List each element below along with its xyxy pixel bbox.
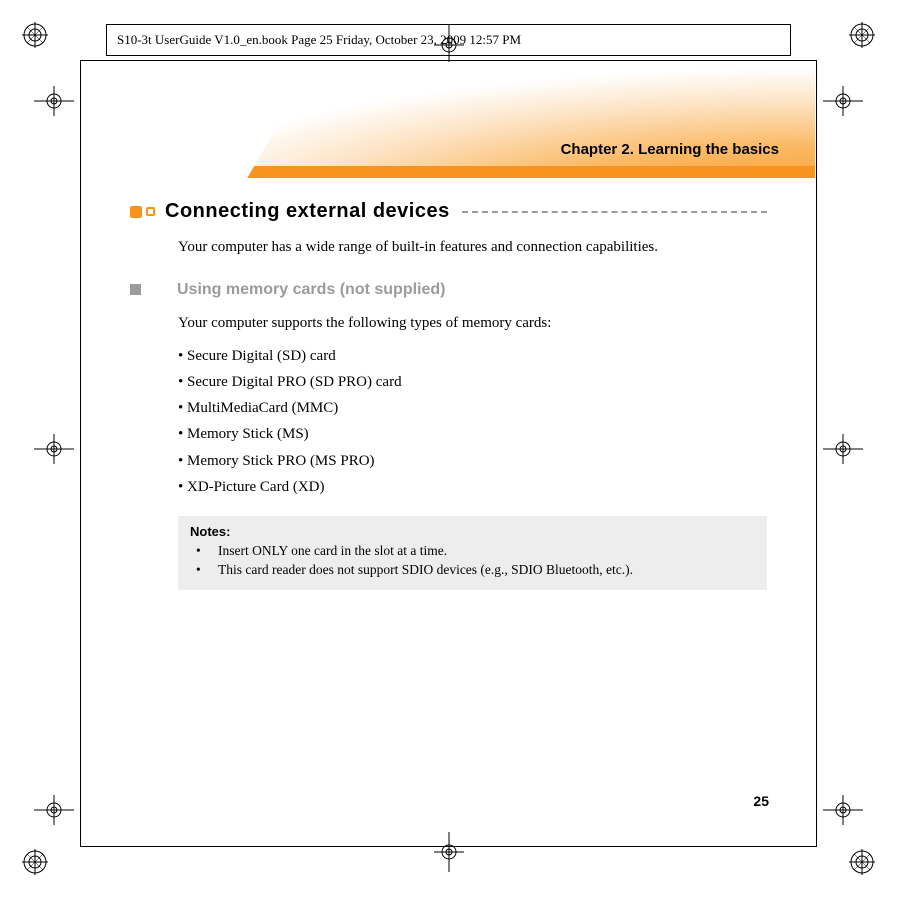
crop-mark-icon [434, 832, 464, 872]
section-intro: Your computer has a wide range of built-… [178, 237, 767, 259]
bookline-text: S10-3t UserGuide V1.0_en.book Page 25 Fr… [117, 32, 521, 48]
frame-line [80, 846, 817, 847]
page-number: 25 [753, 793, 769, 809]
page: S10-3t UserGuide V1.0_en.book Page 25 Fr… [0, 0, 897, 897]
notes-list: Insert ONLY one card in the slot at a ti… [190, 542, 755, 580]
list-item: Secure Digital (SD) card [178, 343, 767, 369]
list-item: Memory Stick PRO (MS PRO) [178, 448, 767, 474]
registration-mark-icon [849, 22, 875, 48]
frame-line [80, 60, 817, 61]
crop-mark-icon [34, 86, 74, 116]
content-area: Connecting external devices Your compute… [130, 200, 767, 590]
notes-label: Notes: [190, 524, 755, 539]
list-item: Memory Stick (MS) [178, 421, 767, 447]
memory-card-list: Secure Digital (SD) card Secure Digital … [178, 343, 767, 501]
subsection-bullet-icon [130, 284, 141, 295]
list-item: MultiMediaCard (MMC) [178, 395, 767, 421]
crop-mark-icon [34, 434, 74, 464]
frame-line [80, 60, 81, 847]
list-item: Insert ONLY one card in the slot at a ti… [190, 542, 755, 561]
subsection-heading: Using memory cards (not supplied) [177, 281, 445, 299]
crop-mark-icon [34, 795, 74, 825]
section-bullet-icon [130, 206, 142, 218]
crop-mark-icon [823, 795, 863, 825]
heading-rule [462, 211, 767, 213]
section-bullet-outline-icon [146, 207, 155, 216]
registration-mark-icon [22, 849, 48, 875]
chapter-banner: Chapter 2. Learning the basics [82, 62, 815, 178]
frame-line [816, 60, 817, 847]
list-item: This card reader does not support SDIO d… [190, 561, 755, 580]
list-item: Secure Digital PRO (SD PRO) card [178, 369, 767, 395]
registration-mark-icon [22, 22, 48, 48]
chapter-title: Chapter 2. Learning the basics [561, 141, 779, 158]
registration-mark-icon [849, 849, 875, 875]
list-item: XD-Picture Card (XD) [178, 474, 767, 500]
notes-box: Notes: Insert ONLY one card in the slot … [178, 516, 767, 590]
subsection-intro: Your computer supports the following typ… [178, 313, 767, 335]
crop-mark-icon [823, 434, 863, 464]
section-heading-row: Connecting external devices [130, 200, 767, 223]
section-heading: Connecting external devices [165, 200, 450, 223]
crop-mark-icon [823, 86, 863, 116]
subsection-heading-row: Using memory cards (not supplied) [130, 281, 767, 299]
bookline-header: S10-3t UserGuide V1.0_en.book Page 25 Fr… [106, 24, 791, 56]
